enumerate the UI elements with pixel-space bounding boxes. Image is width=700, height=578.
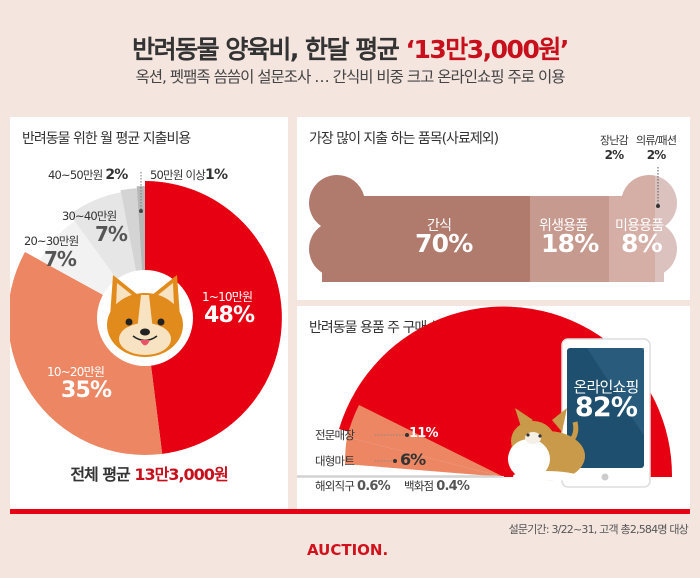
label-1-10: 1~10만원 (202, 290, 253, 304)
label-overseas: 해외직구 0.6% (315, 479, 391, 494)
label-20-30: 20~30만원 (24, 234, 79, 248)
label-50plus: 50만원 이상1% (150, 167, 228, 183)
label-online: 온라인쇼핑 (573, 378, 639, 396)
label-10-20: 10~20만원 (47, 365, 105, 379)
label-grooming: 미용용품 (615, 218, 664, 234)
label-department: 백화점 0.4% (404, 479, 470, 494)
average-spending: 전체 평균 13만3,000원 (70, 465, 228, 484)
value-10-20: 35% (61, 378, 112, 403)
page-subtitle: 옥션, 펫팸족 씀씀이 설문조사 … 간식비 비중 크고 온라인쇼핑 주로 이용 (135, 68, 566, 86)
value-hypermarket: 6% (400, 450, 426, 469)
label-snacks: 간식 (427, 218, 452, 234)
divider-line (10, 509, 690, 514)
tablet-icon (561, 338, 651, 488)
panel-title: 반려동물 위한 월 평균 지출비용 (22, 131, 191, 147)
purchase-channel-panel: 반려동물 용품 주 구매 채널 (297, 306, 690, 510)
page-title: 반려동물 양육비, 한달 평균 ‘13만3,000원’ (0, 30, 700, 66)
value-hygiene: 18% (541, 229, 599, 258)
title-main: 반려동물 양육비, 한달 평균 (132, 35, 406, 64)
label-40-50: 40~50만원 2% (48, 167, 128, 183)
label-hypermarket: 대형마트 (315, 454, 355, 468)
survey-note: 설문기간: 3/22~31, 고객 총2,584명 대상 (508, 523, 689, 536)
panel-title: 가장 많이 지출 하는 품목(사료제외) (309, 131, 499, 147)
corgi-icon (97, 270, 193, 366)
label-30-40: 30~40만원 (62, 209, 117, 223)
spending-pie-chart (10, 172, 282, 455)
bone-bar-chart (309, 167, 677, 282)
channel-fan-chart (297, 306, 673, 488)
value-snacks: 70% (415, 229, 473, 258)
value-online: 82% (574, 392, 638, 423)
label-clothing: 의류/패션 2% (636, 134, 677, 162)
value-specialty: 11% (409, 426, 439, 441)
slice-1-10 (145, 181, 282, 454)
monthly-spending-panel: 반려동물 위한 월 평균 지출비용 (10, 117, 288, 510)
value-20-30: 7% (44, 247, 77, 271)
label-toys: 장난감 2% (600, 134, 629, 162)
slice-10-20 (10, 252, 163, 455)
title-highlight: ‘13만3,000원’ (405, 35, 569, 64)
label-specialty: 전문매장 (315, 428, 355, 442)
cat-icon (508, 408, 585, 481)
auction-logo: AUCTION. (307, 541, 389, 559)
value-30-40: 7% (95, 222, 128, 246)
label-hygiene: 위생용품 (539, 218, 588, 234)
value-1-10: 48% (204, 303, 255, 328)
value-grooming: 8% (621, 229, 663, 258)
top-items-panel: 가장 많이 지출 하는 품목(사료제외) 간식 70% 위생용품 18% 미용용… (297, 117, 690, 300)
